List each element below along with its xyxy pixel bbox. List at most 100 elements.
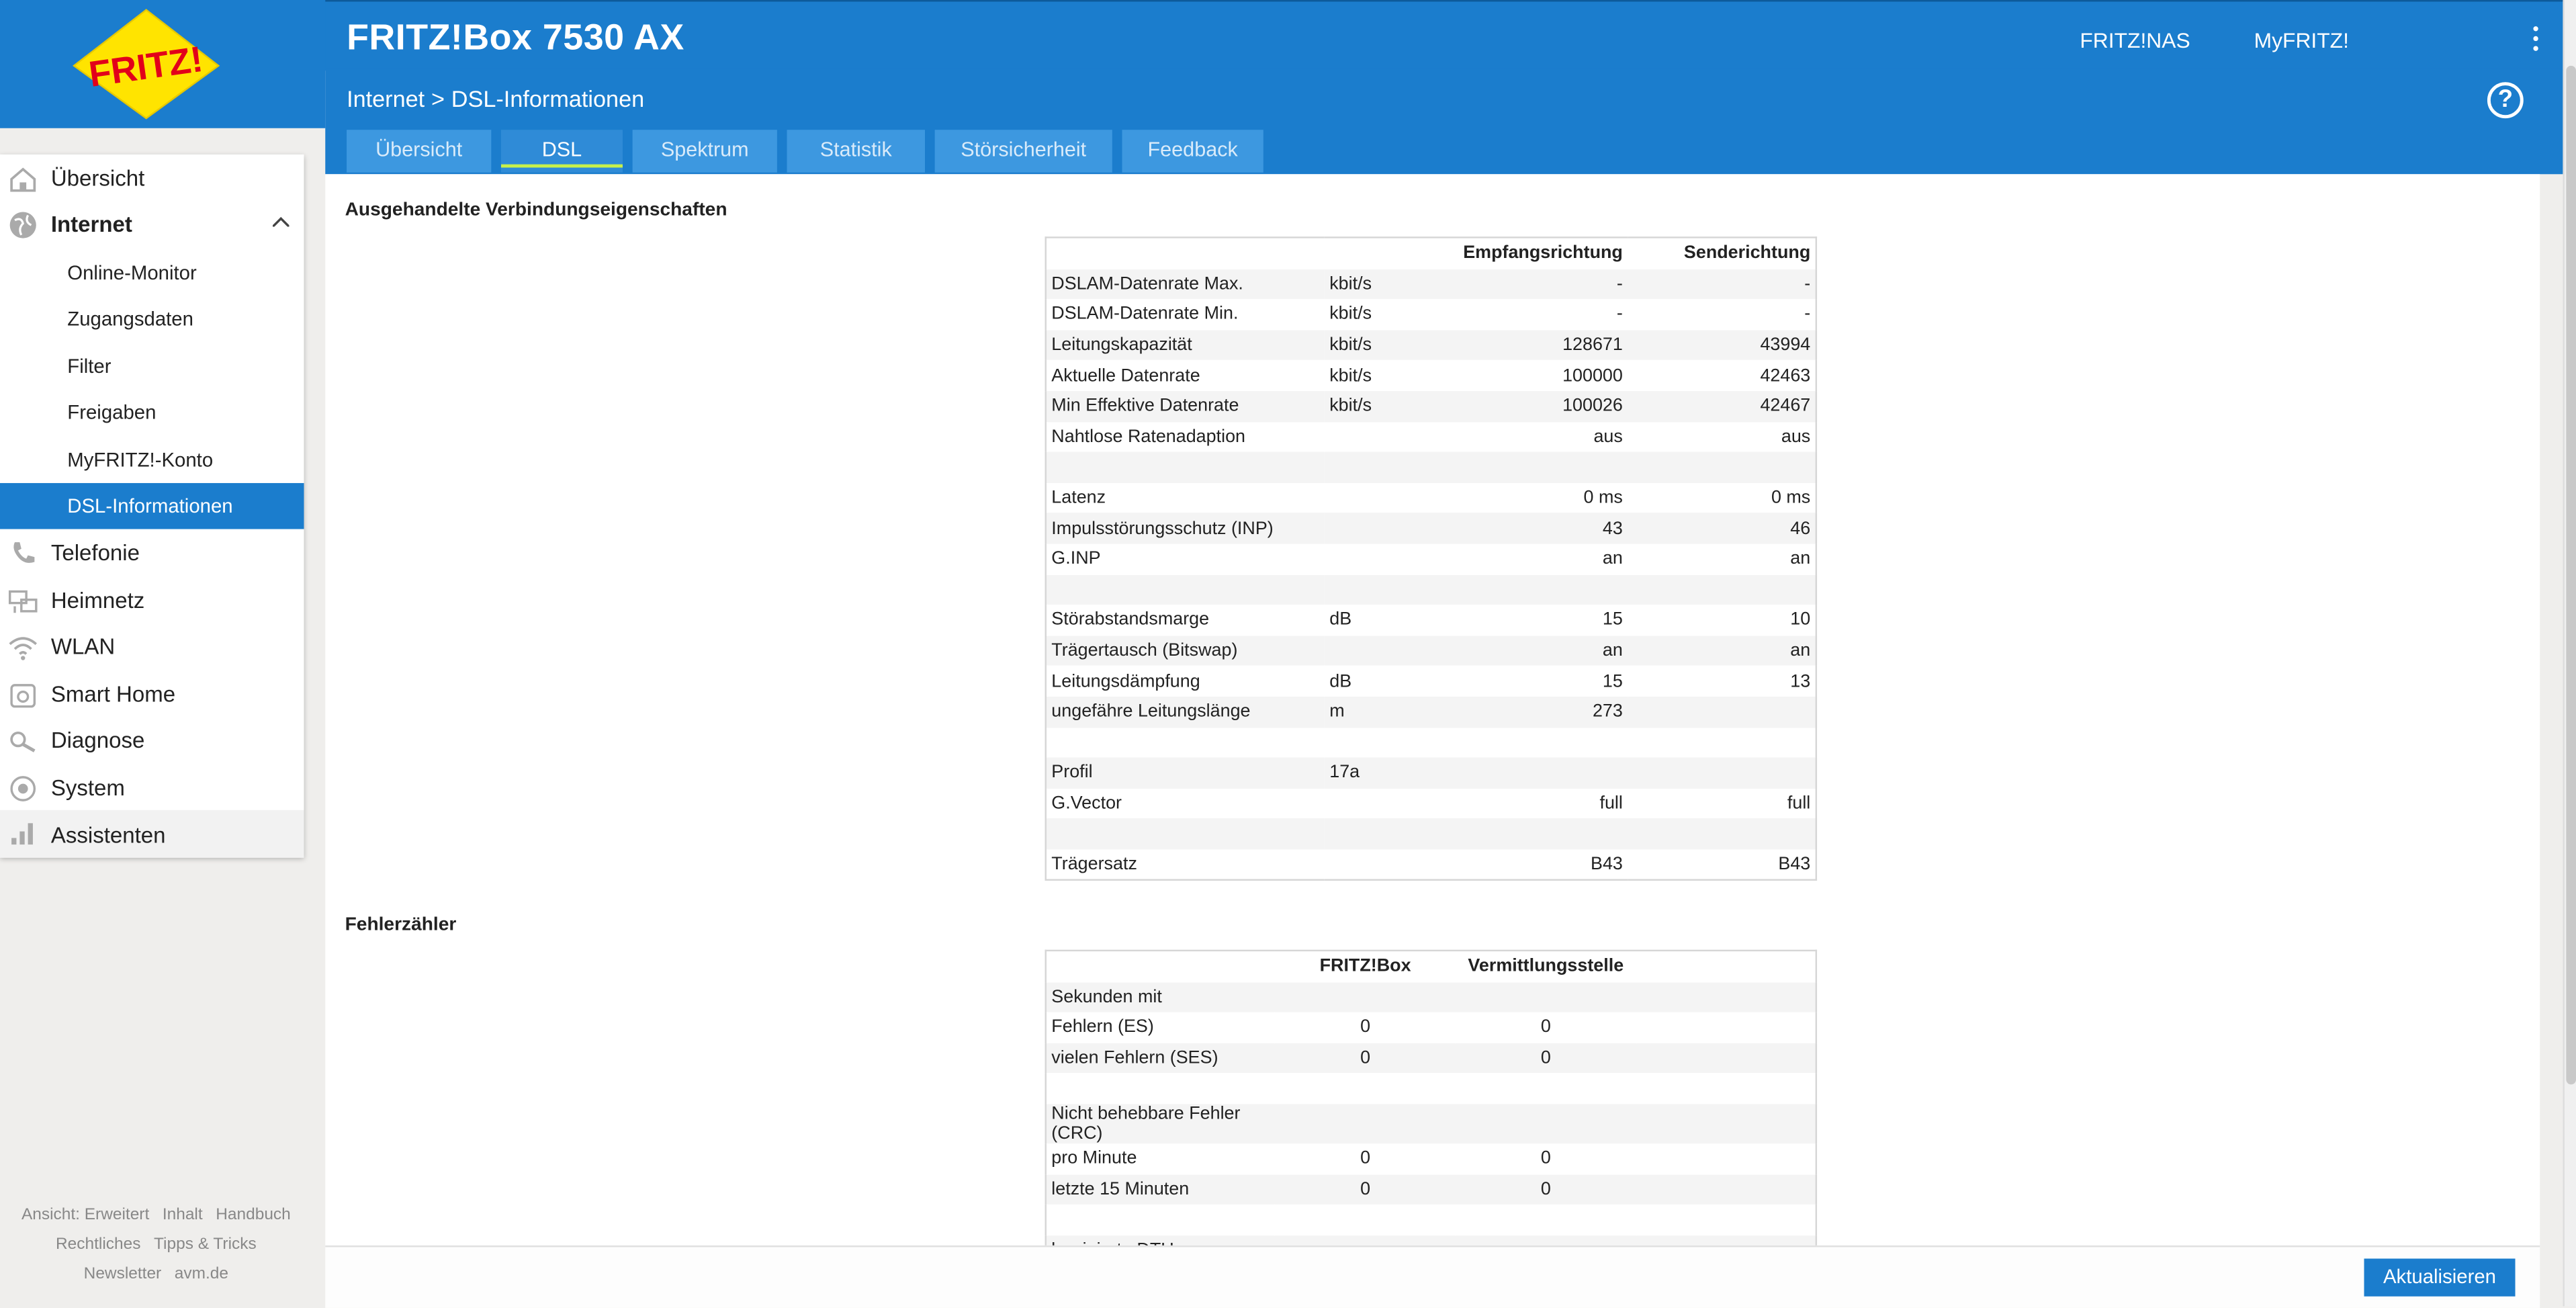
footer-link-inhalt[interactable]: Inhalt [162, 1206, 203, 1225]
footer-row-2: Rechtliches Tipps & Tricks [0, 1235, 312, 1254]
table-cell: 100026 [1439, 391, 1628, 422]
table-cell: pro Minute [1051, 1149, 1137, 1169]
sidebar-item-label: WLAN [50, 634, 116, 659]
table-cell: 273 [1439, 696, 1628, 728]
table-cell: G.Vector [1051, 793, 1122, 814]
table-row: Nicht behebbare Fehler (CRC) [1045, 1104, 1816, 1144]
tab-dsl[interactable]: DSL [500, 130, 623, 173]
table-cell: dB [1329, 610, 1352, 630]
sidebar-item-telefonie[interactable]: Telefonie [0, 531, 304, 576]
table-header-row: FRITZ!Box Vermittlungsstelle [1046, 951, 1816, 982]
footer-link-newsletter[interactable]: Newsletter [83, 1265, 162, 1284]
table-cell-empty [1636, 1104, 1816, 1144]
sidebar-item-system[interactable]: System [0, 766, 304, 812]
table-cell [1275, 1205, 1456, 1235]
table-cell: Impulsstörungsschutz (INP) [1045, 513, 1325, 544]
help-icon[interactable]: ? [2487, 82, 2524, 119]
table-cell: kbit/s [1329, 304, 1372, 325]
sidebar-item-online-monitor[interactable]: Online-Monitor [0, 250, 304, 296]
breadcrumb-separator: > [431, 85, 445, 112]
sidebar-item-freigaben[interactable]: Freigaben [0, 390, 304, 435]
sidebar-item-assistenten[interactable]: Assistenten [0, 810, 304, 858]
footer-link-handbuch[interactable]: Handbuch [216, 1206, 291, 1225]
table-cell [1324, 635, 1439, 666]
wifi-icon [9, 637, 38, 660]
table-cell [1439, 574, 1628, 605]
table-cell [1046, 727, 1325, 757]
table-row: Leitungskapazität kbit/s 128671 43994 [1045, 330, 1816, 361]
table-cell: 0 [1360, 1018, 1371, 1038]
table-cell: Trägertausch (Bitswap) [1045, 635, 1325, 666]
table-cell [1628, 818, 1816, 850]
table-cell: 100000 [1562, 365, 1623, 386]
sidebar-item-wlan[interactable]: WLAN [0, 624, 304, 670]
tab-spektrum[interactable]: Spektrum [632, 130, 777, 173]
sidebar-item-filter[interactable]: Filter [0, 343, 304, 389]
chevron-up-icon[interactable] [273, 216, 290, 227]
footer-link-tipps[interactable]: Tipps & Tricks [154, 1235, 257, 1254]
sidebar-item-heimnetz[interactable]: Heimnetz [0, 578, 304, 624]
table-header-cell [1046, 237, 1325, 269]
table-cell [1439, 818, 1628, 850]
table-cell [1045, 451, 1325, 483]
app-title: FRITZ!Box 7530 AX [347, 16, 684, 58]
sidebar-item-zugangsdaten[interactable]: Zugangsdaten [0, 296, 304, 341]
table-cell: 43 [1439, 513, 1628, 544]
sidebar-item-dsl-informationen[interactable]: DSL-Informationen [0, 483, 304, 529]
table-cell: - [1439, 269, 1628, 300]
myfritz-link[interactable]: MyFRITZ! [2254, 28, 2349, 53]
table-cell [1324, 818, 1439, 850]
breadcrumb-current: DSL-Informationen [451, 85, 645, 112]
scrollbar-thumb[interactable] [2566, 65, 2576, 1085]
table-cell [1324, 513, 1439, 544]
breadcrumb-parent[interactable]: Internet [347, 85, 425, 112]
footer-link-avm[interactable]: avm.de [174, 1265, 229, 1284]
sub-header: Internet > DSL-Informationen ? Übersicht D… [325, 69, 2563, 175]
table-row: Impulsstörungsschutz (INP) 43 46 [1045, 513, 1816, 544]
footer-row-1: Ansicht: Erweitert Inhalt Handbuch [0, 1206, 312, 1224]
more-menu-icon[interactable] [2528, 26, 2542, 52]
sidebar-item-smart-home[interactable]: Smart Home [0, 672, 304, 717]
table-row [1045, 574, 1816, 605]
table-row: letzte 15 Minuten 0 0 [1045, 1174, 1816, 1205]
table-cell [1275, 1235, 1456, 1246]
footer-link-ansicht[interactable]: Ansicht: Erweitert [21, 1206, 150, 1225]
sidebar-item-diagnose[interactable]: Diagnose [0, 718, 304, 764]
fritz-nas-link[interactable]: FRITZ!NAS [2080, 28, 2190, 53]
tab-feedback[interactable]: Feedback [1122, 130, 1263, 173]
table-cell: kbit/s [1329, 365, 1372, 386]
table-cell: 10 [1790, 610, 1811, 630]
table-cell [1439, 451, 1628, 483]
sidebar-item-myfritz-konto[interactable]: MyFRITZ!-Konto [0, 437, 304, 483]
table-row: Aktuelle Datenrate kbit/s 100000 42463 [1046, 361, 1816, 391]
table-cell-empty [1636, 1143, 1816, 1174]
tab-statistik[interactable]: Statistik [787, 130, 925, 173]
refresh-button[interactable]: Aktualisieren [2364, 1258, 2516, 1297]
table-cell: 0 ms [1771, 488, 1811, 508]
tab-stoersicherheit[interactable]: Störsicherheit [934, 130, 1112, 173]
top-header: FRITZ!Box 7530 AX FRITZ!NAS MyFRITZ! [0, 0, 2563, 71]
table-cell: Störabstandsmarge [1051, 610, 1210, 630]
table-row: DSLAM-Datenrate Min. kbit/s - - [1046, 300, 1816, 330]
footer-link-rechtliches[interactable]: Rechtliches [56, 1235, 141, 1254]
wizard-icon [11, 823, 33, 845]
table-cell-empty [1636, 1235, 1816, 1246]
table-cell: - [1628, 269, 1816, 300]
sidebar-item-internet[interactable]: Internet [0, 202, 304, 248]
sidebar-item-uebersicht[interactable]: Übersicht [0, 156, 304, 202]
table-cell: 0 [1455, 1174, 1636, 1205]
table-row: Störabstandsmarge dB 15 10 [1046, 605, 1816, 635]
table-cell: letzte 15 Minuten [1045, 1174, 1276, 1205]
table-row: pro Minute 0 0 [1046, 1143, 1816, 1174]
tab-uebersicht[interactable]: Übersicht [347, 130, 492, 173]
table-cell: Nicht behebbare Fehler (CRC) [1045, 1104, 1276, 1144]
table-row: Nahtlose Ratenadaption aus aus [1046, 422, 1816, 452]
fritz-logo[interactable]: FRITZ! [67, 7, 225, 122]
table-cell: 13 [1790, 671, 1811, 691]
table-cell: an [1602, 549, 1623, 569]
table-row [1045, 818, 1816, 850]
table-cell: aus [1593, 427, 1623, 447]
page-scrollbar[interactable] [2563, 0, 2576, 1307]
table-row: Fehlern (ES) 0 0 [1046, 1012, 1816, 1043]
